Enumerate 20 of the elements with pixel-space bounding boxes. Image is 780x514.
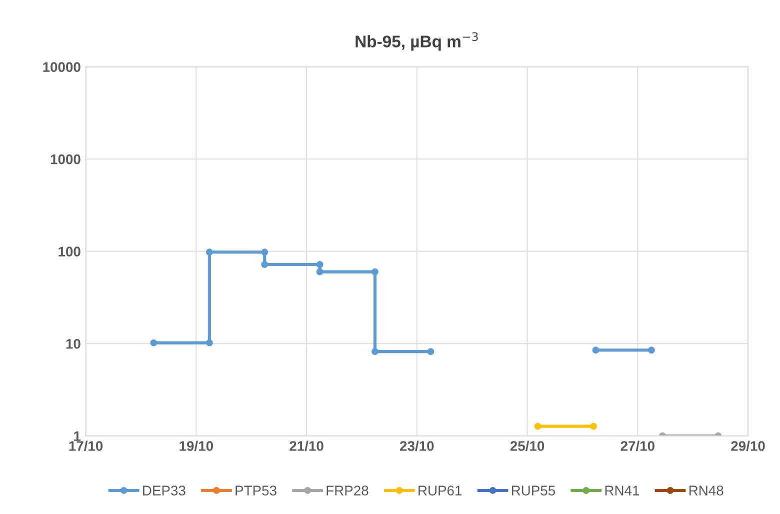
x-tick-label: 19/10: [180, 440, 213, 452]
x-tick-label: 17/10: [69, 440, 103, 452]
y-tick-label: 100: [58, 246, 80, 257]
x-tick-label: 21/10: [290, 440, 324, 452]
legend-label: RN41: [605, 486, 640, 496]
x-tick-label: 27/10: [620, 440, 654, 452]
y-tick-label: 1000: [50, 154, 80, 164]
legend-label: RUP61: [418, 486, 462, 496]
x-tick-label: 29/10: [731, 440, 765, 452]
y-tick-label: 10: [66, 338, 80, 349]
y-tick-label: 1: [74, 431, 81, 441]
legend-label: PTP53: [236, 486, 276, 496]
legend-label: RUP55: [512, 486, 556, 496]
x-tick-label: 23/10: [400, 440, 434, 452]
y-tick-label: 10000: [43, 62, 80, 72]
legend-label: FRP28: [326, 486, 368, 496]
legend-label: DEP33: [143, 486, 186, 496]
chart-title: Nb-95, µBq m$^{−3}$: [356, 32, 478, 51]
legend-label: RN48: [689, 486, 724, 496]
x-tick-label: 25/10: [510, 440, 544, 452]
